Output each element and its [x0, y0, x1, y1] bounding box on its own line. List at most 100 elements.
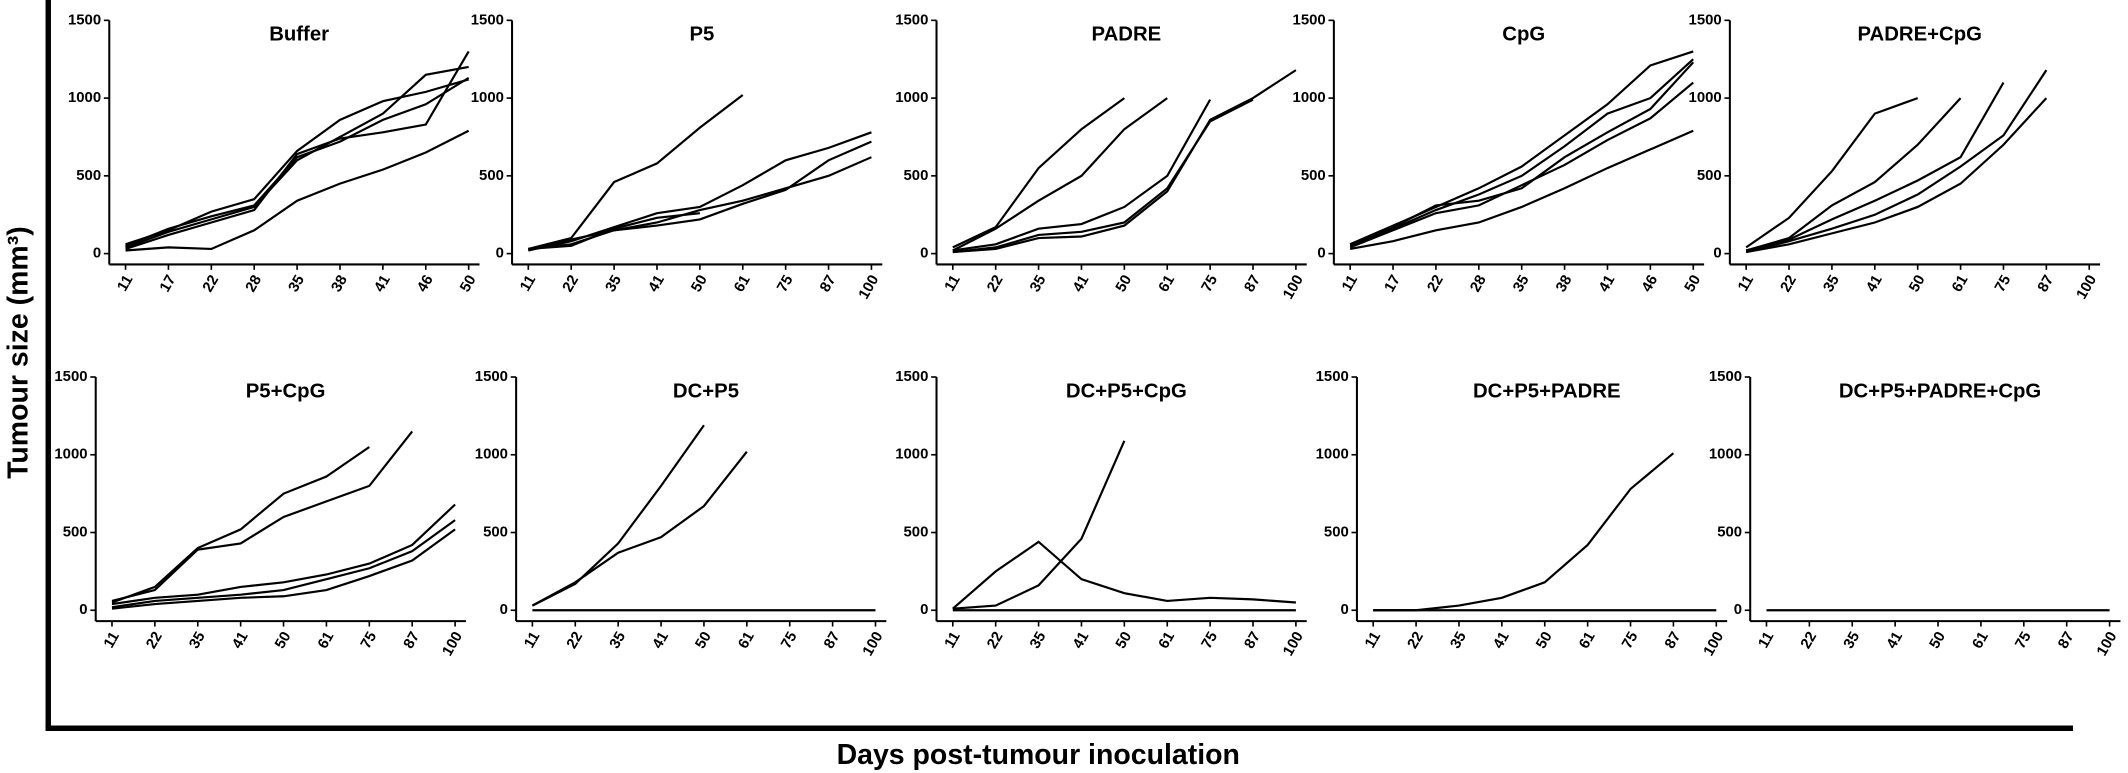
data-line: [111, 446, 370, 604]
x-tick-label: 11: [942, 273, 964, 295]
y-tick-label: 500: [483, 524, 508, 540]
y-tick-label: 1500: [895, 369, 928, 385]
x-tick-label: 11: [1339, 273, 1361, 295]
panel-title: P5: [689, 24, 714, 46]
y-tick-label: 500: [1697, 168, 1722, 184]
x-tick-label: 61: [1576, 629, 1598, 651]
x-tick-label: 22: [560, 273, 582, 295]
x-tick-label: 35: [603, 273, 625, 295]
data-line: [531, 450, 748, 607]
y-tick-label: 500: [76, 168, 101, 184]
data-line: [531, 424, 705, 607]
y-tick-label: 0: [93, 246, 101, 262]
panel-title: CpG: [1502, 24, 1545, 46]
y-tick-label: 1000: [1293, 90, 1326, 106]
y-tick-label: 1500: [1689, 12, 1722, 28]
x-tick-label: 100: [1281, 273, 1307, 303]
x-tick-label: 22: [1425, 273, 1447, 295]
x-tick-label: 28: [1468, 273, 1490, 295]
x-tick-label: 35: [286, 273, 308, 295]
panel: 0 500 1000 1500 11 17 22 28 35 38 41 46 50 Buffer: [68, 12, 480, 295]
data-line: [111, 528, 456, 610]
y-tick-label: 1000: [1689, 90, 1722, 106]
x-tick-label: 22: [144, 629, 166, 651]
x-tick-label: 100: [2074, 273, 2100, 303]
x-tick-label: 50: [1534, 629, 1556, 651]
data-line: [528, 212, 700, 251]
x-tick-label: 50: [689, 273, 711, 295]
y-axis-label: Tumour size (mm³): [2, 226, 34, 479]
panel: 0 500 1000 1500 11 22 35 41 50 61 75 87 100 PADRE+CpG: [1689, 12, 2101, 302]
data-line: [125, 76, 470, 247]
data-line: [952, 69, 1297, 254]
x-tick-label: 35: [607, 629, 629, 651]
x-tick-label: 41: [1070, 629, 1092, 651]
x-tick-label: 11: [1362, 629, 1384, 651]
x-tick-label: 22: [200, 273, 222, 295]
x-tick-label: 75: [1992, 273, 2014, 295]
y-tick-label: 500: [1717, 524, 1742, 540]
x-tick-label: 11: [1735, 273, 1757, 295]
x-tick-label: 75: [1619, 629, 1641, 651]
y-tick-label: 0: [920, 602, 928, 618]
y-tick-label: 1500: [1316, 369, 1349, 385]
x-tick-label: 100: [860, 629, 886, 659]
data-line: [1349, 50, 1694, 246]
data-line: [125, 50, 470, 250]
data-line: [528, 94, 744, 250]
x-tick-label: 61: [1970, 629, 1992, 651]
x-tick-label: 46: [1639, 273, 1661, 295]
data-line: [952, 97, 1125, 249]
x-tick-label: 61: [736, 629, 758, 651]
y-tick-label: 1500: [68, 12, 101, 28]
x-tick-label: 75: [1199, 273, 1221, 295]
x-tick-label: 41: [1596, 273, 1618, 295]
x-tick-label: 87: [2055, 629, 2077, 651]
x-tick-label: 17: [157, 273, 179, 295]
data-line: [111, 430, 414, 602]
x-tick-label: 61: [732, 273, 754, 295]
y-tick-label: 1000: [1316, 447, 1349, 463]
x-tick-label: 50: [272, 629, 294, 651]
panel-title: DC+P5+CpG: [1066, 380, 1187, 402]
x-tick-label: 35: [187, 629, 209, 651]
panel: 0 500 1000 1500 11 22 35 41 50 61 75 87 100 DC+P5+PAD…: [1709, 369, 2121, 659]
x-tick-label: 50: [457, 273, 479, 295]
data-line: [111, 519, 456, 609]
y-tick-label: 1000: [471, 90, 504, 106]
x-tick-label: 50: [1927, 629, 1949, 651]
data-line: [1745, 69, 2048, 254]
y-tick-label: 1000: [68, 90, 101, 106]
x-tick-label: 35: [1448, 629, 1470, 651]
panel-title: DC+P5: [673, 380, 739, 402]
x-tick-label: 87: [821, 629, 843, 651]
x-tick-label: 41: [650, 629, 672, 651]
y-tick-label: 500: [63, 524, 88, 540]
data-line: [952, 97, 1168, 252]
y-tick-label: 0: [1340, 602, 1348, 618]
panel: 0 500 1000 1500 11 22 35 41 50 61 75 87 100 DC+P5: [475, 369, 887, 659]
y-tick-label: 1500: [471, 12, 504, 28]
x-tick-label: 46: [415, 273, 437, 295]
x-tick-label: 100: [856, 273, 882, 303]
y-tick-label: 500: [904, 168, 929, 184]
x-tick-label: 11: [942, 629, 964, 651]
data-line: [528, 131, 872, 252]
data-line: [1349, 58, 1694, 247]
x-tick-label: 61: [315, 629, 337, 651]
data-line: [952, 440, 1126, 610]
panel: 0 500 1000 1500 11 22 35 41 50 61 75 87 100 PADRE: [895, 12, 1307, 302]
data-line: [1349, 81, 1694, 249]
x-tick-label: 75: [1199, 629, 1221, 651]
x-tick-label: 38: [1553, 273, 1575, 295]
data-line: [1745, 82, 2005, 252]
y-tick-label: 0: [79, 602, 87, 618]
y-tick-label: 1000: [895, 90, 928, 106]
x-axis-label: Days post-tumour inoculation: [837, 739, 1240, 771]
y-tick-label: 500: [1324, 524, 1349, 540]
y-tick-label: 0: [1713, 246, 1721, 262]
x-tick-label: 87: [401, 629, 423, 651]
panel: 0 500 1000 1500 11 22 35 41 50 61 75 87 100 DC+P5+PAD…: [1316, 369, 1728, 659]
x-tick-label: 87: [2035, 273, 2057, 295]
